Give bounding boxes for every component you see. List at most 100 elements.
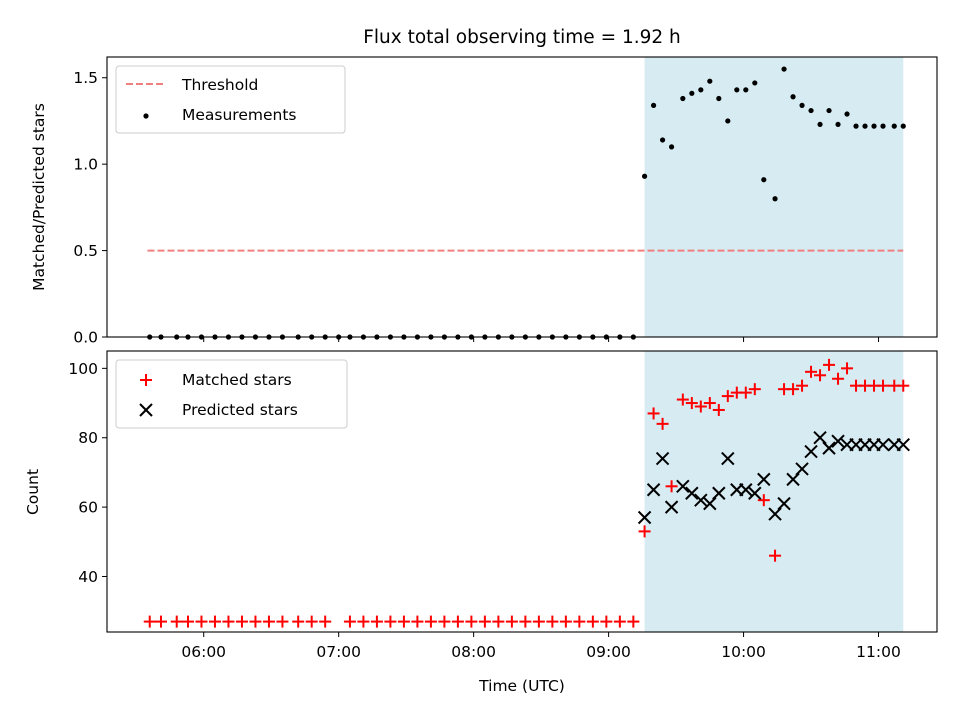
- predicted-star-point: [748, 486, 762, 500]
- matched-star-point: [370, 615, 383, 628]
- predicted-star-point: [637, 510, 652, 525]
- measurement-point: [781, 66, 787, 72]
- predicted-star-point: [712, 486, 726, 500]
- matched-star-point: [712, 403, 725, 416]
- matched-star-point: [249, 615, 262, 628]
- bottom-x-ticks: 06:00 07:00 08:00 09:00 10:00 11:00: [181, 632, 901, 661]
- predicted-star-point: [676, 479, 690, 494]
- predicted-star-point: [664, 500, 679, 514]
- measurement-point: [871, 123, 877, 129]
- predicted-star-point: [721, 451, 735, 466]
- matched-star-point: [748, 383, 761, 396]
- measurement-point: [716, 95, 722, 102]
- legend-predicted-label: Predicted stars: [182, 401, 298, 419]
- matched-star-point: [478, 615, 491, 628]
- measurement-point: [772, 196, 778, 202]
- measurement-point: [817, 121, 823, 128]
- predicted-star-point: [694, 493, 708, 507]
- matched-star-point: [586, 615, 599, 628]
- matched-star-point: [877, 379, 890, 392]
- matched-star-point: [787, 383, 800, 396]
- legend-measurements-label: Measurements: [182, 106, 297, 124]
- matched-star-point: [292, 615, 305, 628]
- predicted-star-point: [896, 437, 910, 452]
- legend-predicted-swatch: [139, 403, 153, 417]
- matched-star-point: [769, 549, 782, 562]
- bottom-y-tick-label: 100: [68, 360, 98, 378]
- measurement-point: [668, 144, 675, 150]
- measurement-point: [853, 123, 859, 129]
- matched-star-point: [814, 369, 827, 382]
- matched-star-point: [451, 615, 464, 628]
- matched-star-point: [638, 525, 651, 538]
- matched-star-point: [465, 615, 478, 628]
- legend-measurements-swatch: [143, 113, 149, 119]
- top-y-tick-label: 0.0: [73, 329, 98, 347]
- bottom-panel-frame: [106, 350, 938, 633]
- matched-star-point: [384, 615, 397, 628]
- matched-star-point: [262, 615, 275, 628]
- bottom-legend-box: [115, 359, 348, 429]
- top-panel: 0.0 0.5 1.0 1.5 Matched/Predicted stars Thr…: [30, 56, 938, 347]
- chart-title: Flux total observing time = 1.92 h: [363, 27, 681, 48]
- matched-star-point: [694, 400, 707, 413]
- top-legend-box: [115, 65, 346, 134]
- matched-star-point: [757, 494, 770, 507]
- bottom-observing-window-shade: [644, 351, 904, 632]
- matched-star-point: [805, 365, 818, 378]
- matched-star-point: [897, 379, 910, 392]
- matched-star-point: [613, 615, 626, 628]
- matched-star-point: [154, 615, 167, 628]
- measurement-point: [641, 173, 648, 179]
- measurement-point: [880, 123, 886, 129]
- matched-star-point: [739, 386, 752, 399]
- measurement-point: [761, 177, 767, 183]
- measurement-point: [826, 107, 832, 114]
- legend-matched-label: Matched stars: [182, 371, 292, 389]
- predicted-star-point: [757, 472, 771, 487]
- top-y-axis-label: Matched/Predicted stars: [30, 103, 48, 291]
- matched-star-point: [343, 615, 356, 628]
- matched-star-point: [841, 362, 854, 375]
- measurement-point: [790, 94, 796, 100]
- top-legend: Threshold Measurements: [115, 65, 346, 134]
- measurement-point: [650, 102, 657, 108]
- predicted-star-point: [795, 462, 809, 476]
- matched-star-point: [546, 615, 559, 628]
- top-y-ticks: 0.0 0.5 1.0 1.5: [73, 69, 107, 347]
- matched-star-point: [143, 615, 156, 628]
- matched-star-point: [181, 615, 194, 628]
- measurement-point: [862, 123, 868, 129]
- measurement-point: [752, 80, 758, 86]
- top-y-tick-label: 1.0: [73, 156, 98, 174]
- predicted-star-point: [831, 434, 845, 448]
- measurement-point: [680, 95, 686, 102]
- matched-stars-series: [143, 358, 910, 628]
- predicted-star-point: [646, 483, 661, 497]
- matched-star-point: [823, 358, 836, 371]
- predicted-star-point: [804, 444, 818, 459]
- measurement-point: [891, 123, 897, 129]
- matched-star-point: [627, 615, 640, 628]
- legend-matched-swatch: [140, 374, 152, 386]
- x-tick-label: 11:00: [856, 643, 901, 661]
- matched-star-point: [656, 417, 669, 430]
- matched-star-point: [665, 480, 678, 493]
- matched-star-point: [721, 390, 734, 403]
- matched-star-point: [208, 615, 221, 628]
- matched-star-point: [796, 379, 809, 392]
- matched-star-point: [397, 615, 410, 628]
- measurement-point: [808, 107, 814, 114]
- measurement-point: [844, 111, 850, 117]
- matched-star-point: [492, 615, 505, 628]
- bottom-shaded-region: [644, 351, 904, 632]
- predicted-stars-series: [637, 431, 910, 525]
- measurement-point: [707, 78, 713, 84]
- matched-star-point: [600, 615, 613, 628]
- measurement-point: [835, 121, 841, 128]
- bottom-legend: Matched stars Predicted stars: [115, 359, 348, 429]
- predicted-star-point: [655, 451, 670, 466]
- matched-star-point: [532, 615, 545, 628]
- x-tick-label: 09:00: [586, 643, 631, 661]
